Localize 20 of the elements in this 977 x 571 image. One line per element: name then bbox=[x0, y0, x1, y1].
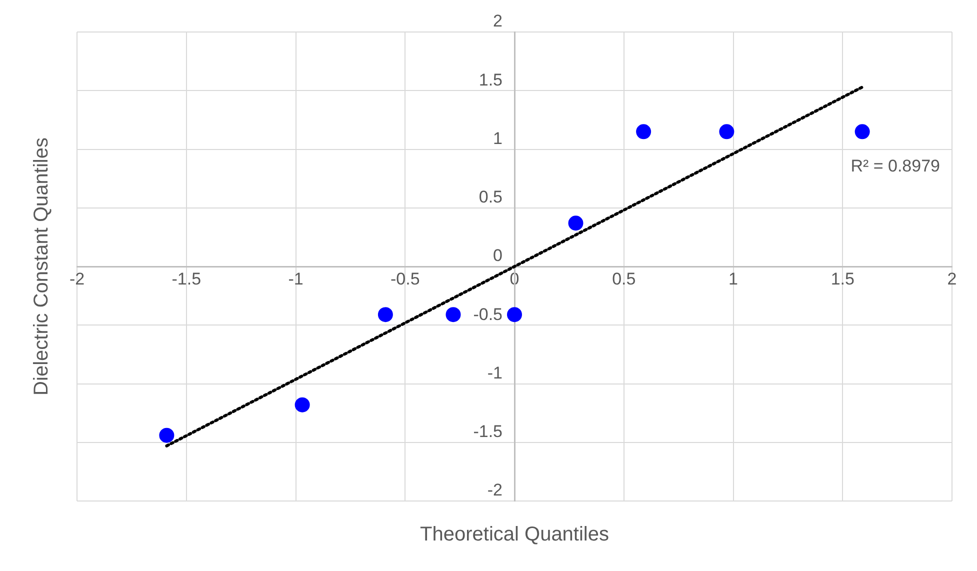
y-tick-label: 1 bbox=[493, 128, 502, 148]
x-tick-label: 1.5 bbox=[830, 269, 854, 288]
y-tick-label: 2 bbox=[493, 12, 502, 31]
y-axis-title: Dielectric Constant Quantiles bbox=[30, 138, 53, 396]
x-tick-label: -2 bbox=[69, 269, 85, 288]
annotation: R² = 0.8979 bbox=[850, 156, 940, 176]
y-tick-label: -1.5 bbox=[473, 422, 502, 442]
y-tick-label: 0 bbox=[493, 246, 502, 266]
x-tick-label: -0.5 bbox=[390, 269, 420, 288]
x-tick-label: 1 bbox=[728, 269, 738, 288]
y-tick-label: 1.5 bbox=[478, 70, 502, 90]
x-tick-label: 2 bbox=[947, 269, 957, 288]
y-tick-label: -1 bbox=[487, 363, 502, 382]
y-tick-label: -0.5 bbox=[473, 304, 502, 324]
x-tick-label: -1 bbox=[288, 269, 304, 288]
x-tick-label: 0.5 bbox=[612, 269, 636, 288]
y-tick-label: 0.5 bbox=[478, 188, 502, 207]
x-tick-label: -1.5 bbox=[172, 269, 202, 288]
x-axis-title: Theoretical Quantiles bbox=[420, 524, 609, 546]
y-tick-label: -2 bbox=[487, 480, 502, 500]
